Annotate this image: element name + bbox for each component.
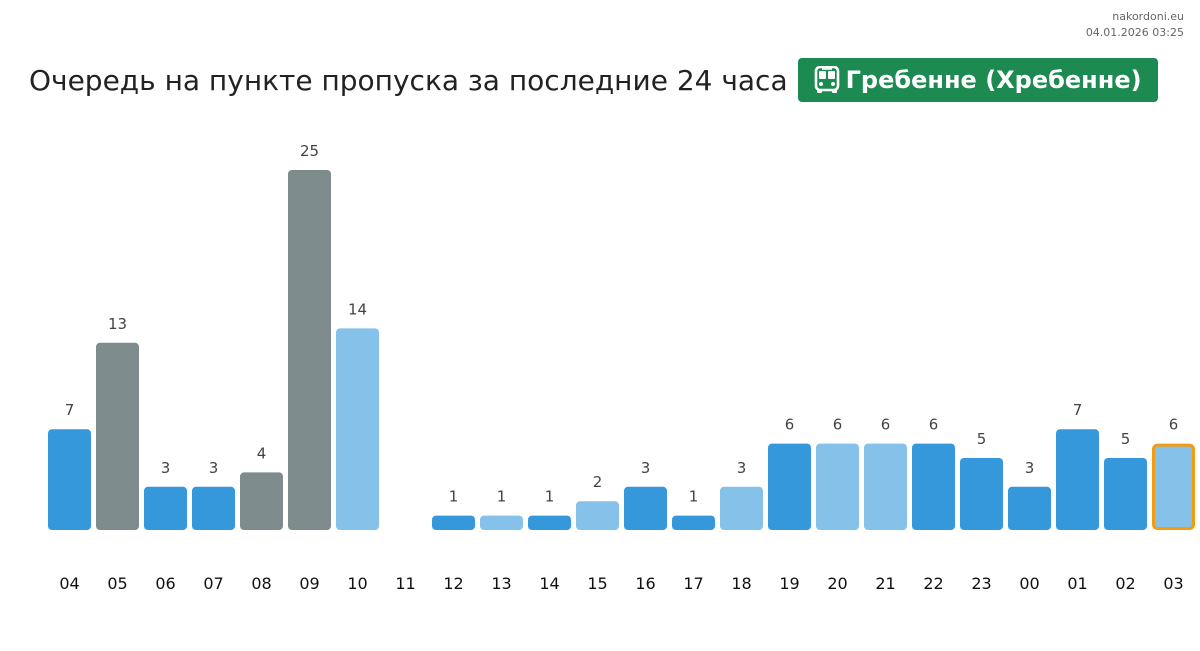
tick-label-15: 15 — [587, 574, 607, 593]
value-label-17: 1 — [689, 488, 699, 506]
chart-header: Очередь на пункте пропуска за последние … — [29, 58, 1158, 102]
bar-17[interactable] — [672, 515, 715, 530]
bar-10[interactable] — [336, 328, 379, 530]
tick-label-05: 05 — [107, 574, 127, 593]
bar-12[interactable] — [432, 515, 475, 530]
tick-label-22: 22 — [923, 574, 943, 593]
tick-label-23: 23 — [971, 574, 991, 593]
tick-label-02: 02 — [1115, 574, 1135, 593]
tick-label-18: 18 — [731, 574, 751, 593]
value-label-16: 3 — [641, 459, 651, 477]
tick-label-10: 10 — [347, 574, 367, 593]
tick-label-13: 13 — [491, 574, 511, 593]
bar-16[interactable] — [624, 486, 667, 530]
bar-09[interactable] — [288, 170, 331, 530]
bar-04[interactable] — [48, 429, 91, 530]
value-label-20: 6 — [833, 416, 843, 434]
value-label-08: 4 — [257, 444, 267, 462]
bar-08[interactable] — [240, 472, 283, 530]
tick-label-14: 14 — [539, 574, 559, 593]
value-label-19: 6 — [785, 416, 795, 434]
tick-label-17: 17 — [683, 574, 703, 593]
bar-19[interactable] — [768, 443, 811, 530]
value-label-22: 6 — [929, 416, 939, 434]
tick-label-11: 11 — [395, 574, 415, 593]
bar-01[interactable] — [1056, 429, 1099, 530]
tick-label-01: 01 — [1067, 574, 1087, 593]
bar-07[interactable] — [192, 486, 235, 530]
checkpoint-badge[interactable]: Гребенне (Хребенне) — [797, 58, 1158, 102]
bus-icon — [814, 66, 839, 93]
bar-13[interactable] — [480, 515, 523, 530]
bar-20[interactable] — [816, 443, 859, 530]
tick-label-21: 21 — [875, 574, 895, 593]
value-label-09: 25 — [300, 142, 319, 160]
value-label-21: 6 — [881, 416, 891, 434]
bar-15[interactable] — [576, 501, 619, 530]
value-label-04: 7 — [65, 401, 75, 419]
bar-00[interactable] — [1008, 486, 1051, 530]
value-label-02: 5 — [1121, 430, 1131, 448]
tick-label-00: 00 — [1019, 574, 1039, 593]
value-label-14: 1 — [545, 488, 555, 506]
value-label-00: 3 — [1025, 459, 1035, 477]
tick-label-19: 19 — [779, 574, 799, 593]
value-label-12: 1 — [449, 488, 459, 506]
tick-label-07: 07 — [203, 574, 223, 593]
tick-label-09: 09 — [299, 574, 319, 593]
tick-label-08: 08 — [251, 574, 271, 593]
tick-label-04: 04 — [59, 574, 79, 593]
value-label-06: 3 — [161, 459, 171, 477]
value-label-10: 14 — [348, 300, 367, 318]
checkpoint-name: Гребенне (Хребенне) — [845, 66, 1142, 94]
bar-02[interactable] — [1104, 458, 1147, 530]
chart-meta: nakordoni.eu 04.01.2026 03:25 — [1086, 9, 1184, 41]
bar-23[interactable] — [960, 458, 1003, 530]
value-label-15: 2 — [593, 473, 603, 491]
tick-label-12: 12 — [443, 574, 463, 593]
value-label-01: 7 — [1073, 401, 1083, 419]
bar-14[interactable] — [528, 515, 571, 530]
value-label-18: 3 — [737, 459, 747, 477]
value-label-07: 3 — [209, 459, 219, 477]
bar-06[interactable] — [144, 486, 187, 530]
bar-22[interactable] — [912, 443, 955, 530]
bar-21[interactable] — [864, 443, 907, 530]
bar-03[interactable] — [1152, 443, 1195, 531]
tick-label-20: 20 — [827, 574, 847, 593]
value-label-03: 6 — [1169, 416, 1179, 434]
value-label-13: 1 — [497, 488, 507, 506]
tick-label-03: 03 — [1163, 574, 1183, 593]
site-name: nakordoni.eu — [1112, 10, 1184, 23]
tick-label-06: 06 — [155, 574, 175, 593]
value-label-05: 13 — [108, 315, 127, 333]
chart-title: Очередь на пункте пропуска за последние … — [29, 63, 788, 97]
value-label-23: 5 — [977, 430, 987, 448]
timestamp: 04.01.2026 03:25 — [1085, 26, 1184, 39]
bar-05[interactable] — [96, 342, 139, 530]
tick-label-16: 16 — [635, 574, 655, 593]
bar-18[interactable] — [720, 486, 763, 530]
